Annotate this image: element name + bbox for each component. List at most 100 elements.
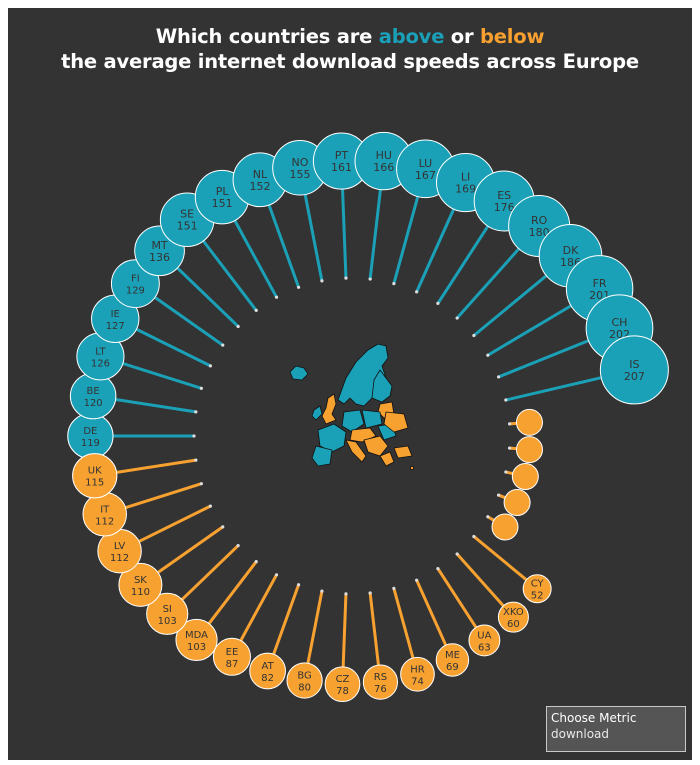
bubble-circle[interactable]: [175, 618, 218, 662]
bubble-code-label: LT: [95, 346, 106, 357]
bubble-circle[interactable]: [435, 643, 470, 677]
stem-it: [125, 482, 202, 510]
bubble-circle[interactable]: [212, 637, 251, 676]
bubble-circle[interactable]: [362, 664, 399, 700]
bubble-unlabeled-23[interactable]: [503, 489, 531, 517]
stem-nl: [267, 204, 301, 288]
map-germany: [341, 409, 365, 433]
stem-end-dot: [486, 353, 490, 357]
chart-title: Which countries are above or below the a…: [0, 24, 700, 74]
bubble-code-label: LU: [419, 157, 433, 170]
map-greece: [379, 451, 395, 467]
bubble-value-label: 103: [158, 616, 177, 627]
bubble-circle[interactable]: [491, 513, 519, 541]
map-cyprus: [409, 465, 414, 470]
bubble-circle[interactable]: [400, 656, 435, 692]
stem-fr: [487, 304, 572, 357]
bubble-circle[interactable]: [286, 662, 323, 699]
bubble-value-label: 167: [415, 169, 436, 182]
stem-end-dot: [274, 295, 279, 299]
bubble-value-label: 161: [331, 161, 352, 174]
bubble-unlabeled-20[interactable]: [515, 408, 543, 436]
bubble-value-label: 169: [455, 183, 476, 196]
stem-hr: [392, 587, 415, 659]
stem-xko: [456, 552, 505, 607]
bubble-value-label: 76: [374, 684, 387, 695]
stem-end-dot: [368, 277, 372, 281]
bubble-circle[interactable]: [497, 601, 529, 633]
stem-end-dot: [496, 493, 501, 497]
stem-ro: [456, 247, 520, 320]
stem-end-dot: [415, 578, 419, 582]
bubble-code-label: SE: [180, 208, 194, 221]
stem-end-dot: [344, 592, 348, 596]
bubble-code-label: ME: [445, 650, 460, 661]
bubble-value-label: 103: [187, 642, 206, 653]
bubble-code-label: IE: [111, 309, 120, 320]
bubble-circle[interactable]: [515, 436, 543, 464]
bubble-unlabeled-22[interactable]: [511, 463, 539, 491]
stem-end-dot: [472, 333, 476, 338]
stem-end-dot: [455, 552, 459, 556]
bubble-code-label: XKO: [503, 607, 524, 618]
stem-end-dot: [254, 560, 258, 564]
bubble-code-label: RS: [374, 672, 387, 683]
bubble-value-label: 82: [261, 673, 274, 684]
metric-value: download: [551, 727, 610, 741]
bubble-value-label: 110: [131, 587, 150, 598]
bubble-circle[interactable]: [511, 463, 539, 491]
bubble-code-label: HU: [376, 149, 392, 162]
bubble-circle[interactable]: [118, 562, 163, 607]
stem-end-dot: [392, 586, 396, 590]
stem-sk: [157, 525, 224, 574]
bubble-circle[interactable]: [522, 574, 552, 604]
bubble-circle[interactable]: [503, 489, 531, 517]
bubble-value-label: 80: [298, 682, 311, 693]
bubble-code-label: BE: [87, 386, 100, 397]
bubble-code-label: LV: [114, 541, 125, 552]
bubble-circle[interactable]: [249, 652, 286, 690]
bubble-circle[interactable]: [515, 408, 543, 436]
bubble-circle[interactable]: [146, 592, 189, 635]
choose-metric-dropdown[interactable]: Choose Metric download: [546, 706, 686, 752]
bubble-code-label: MT: [151, 239, 167, 252]
stem-end-dot: [221, 525, 225, 529]
bubble-code-label: UK: [88, 466, 102, 477]
stem-end-dot: [320, 279, 324, 283]
bubble-code-label: MDA: [185, 630, 208, 641]
bubble-circle[interactable]: [599, 335, 669, 405]
bubble-circle[interactable]: [324, 666, 361, 703]
bubble-value-label: 52: [531, 591, 544, 602]
bubble-code-label: DE: [83, 426, 97, 437]
bubble-circle[interactable]: [72, 453, 118, 499]
bubble-unlabeled-21[interactable]: [515, 436, 543, 464]
stem-end-dot: [208, 504, 213, 508]
stem-end-dot: [436, 567, 440, 571]
map-ukraine: [383, 411, 409, 433]
stem-end-dot: [194, 458, 198, 462]
stem-end-dot: [221, 343, 225, 347]
bubble-circle[interactable]: [468, 624, 501, 657]
stem-end-dot: [274, 573, 279, 577]
bubble-unlabeled-24[interactable]: [491, 513, 519, 541]
